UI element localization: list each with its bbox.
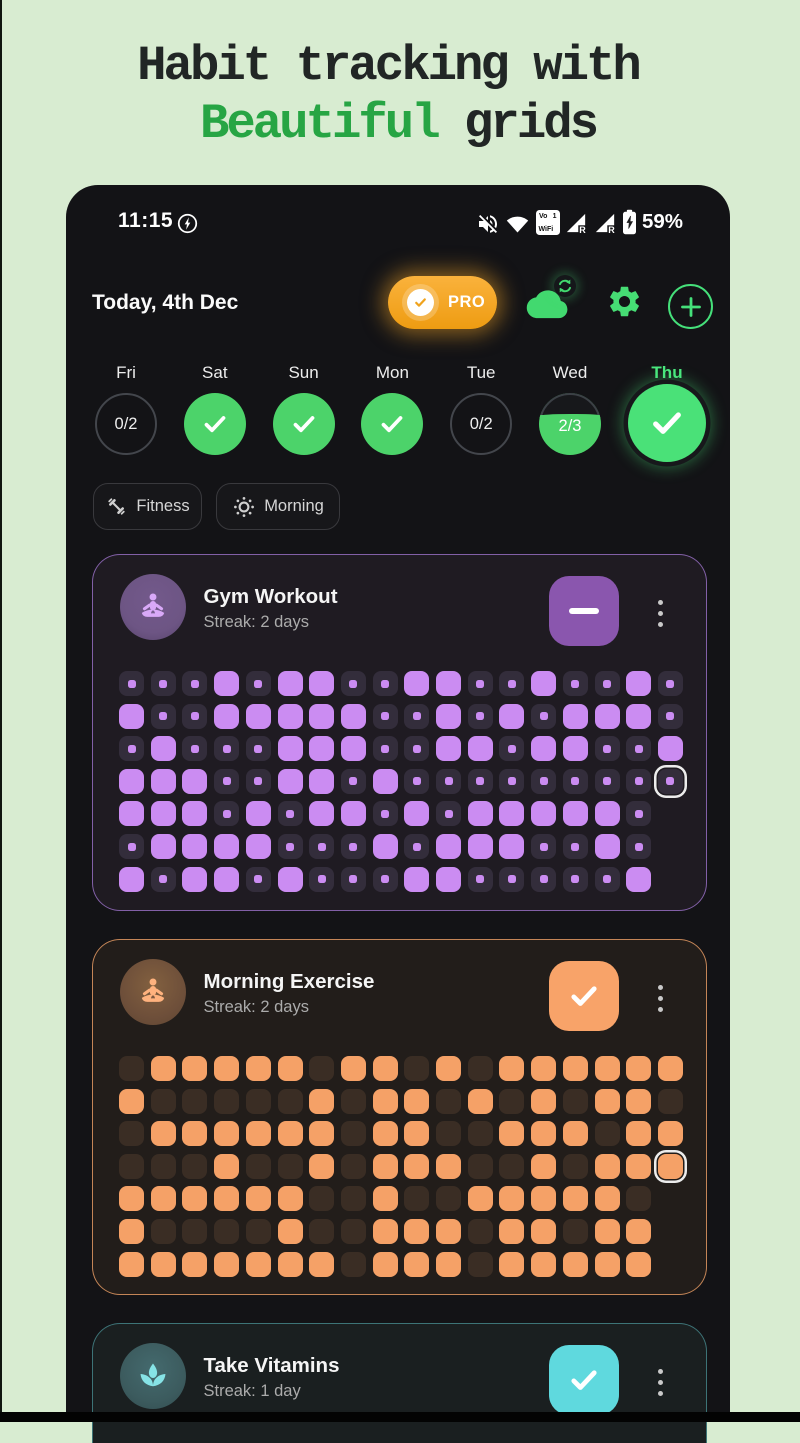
svg-text:R: R (579, 225, 586, 234)
svg-text:R: R (608, 225, 615, 234)
